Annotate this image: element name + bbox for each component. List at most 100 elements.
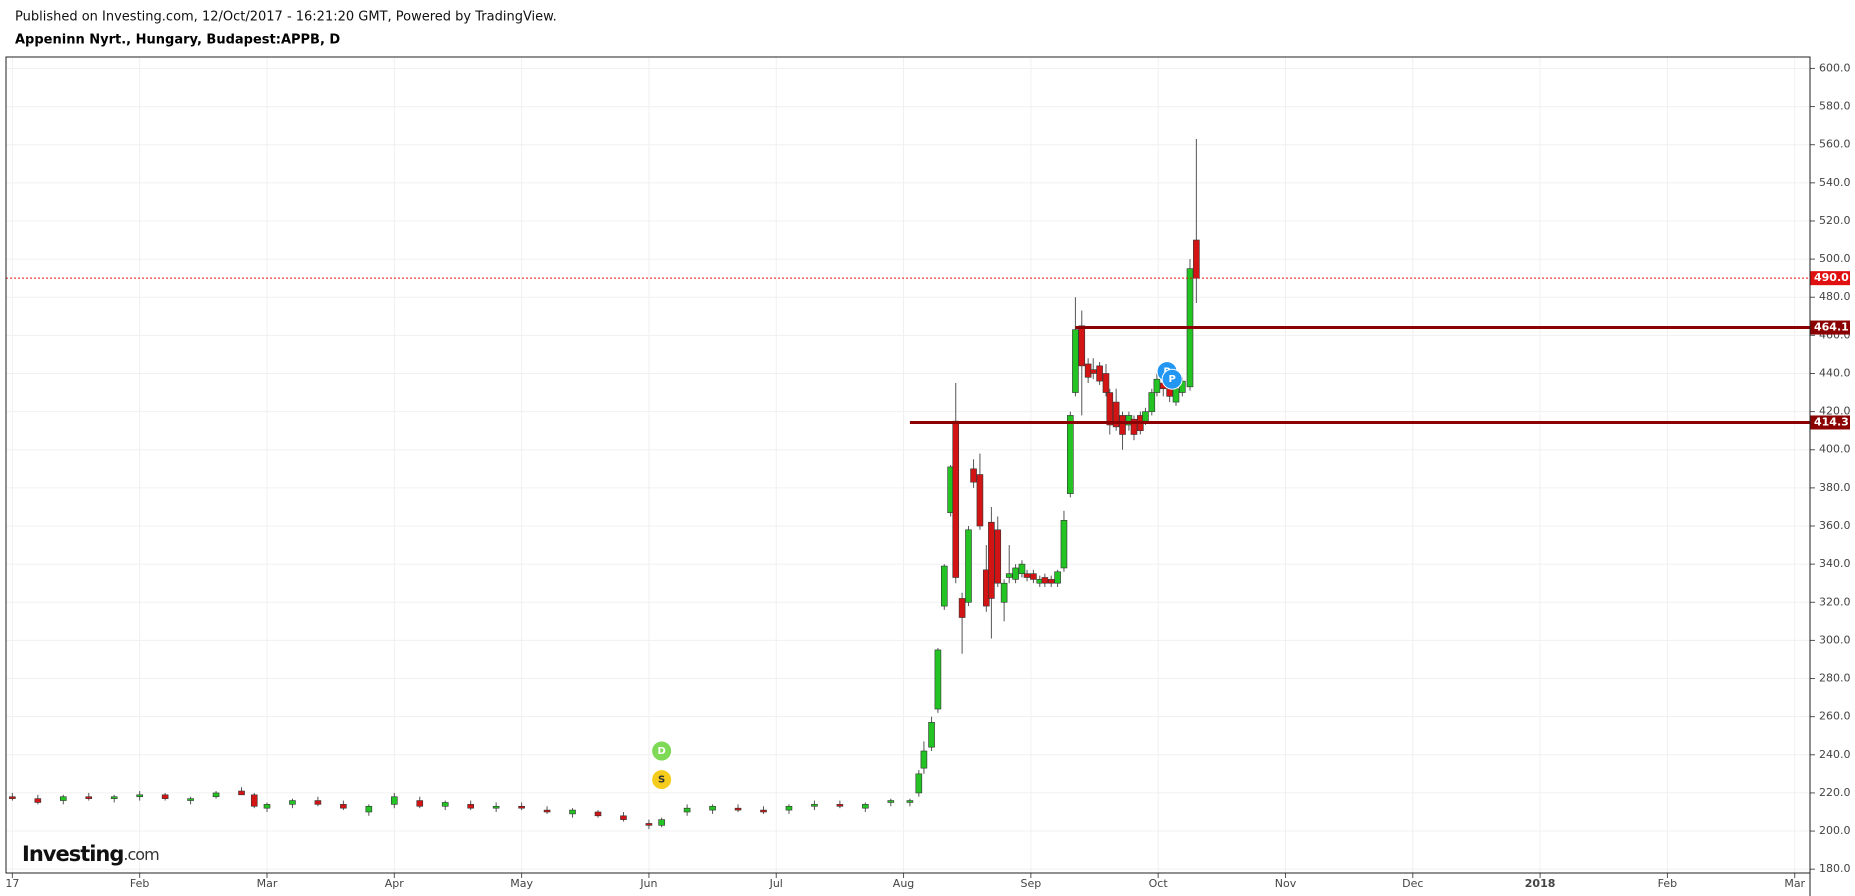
candle-body: [940, 565, 948, 607]
y-tick-label: 280.0: [1819, 672, 1851, 685]
candle-body: [785, 805, 793, 811]
event-label: S: [658, 775, 665, 786]
candle-body: [1193, 239, 1200, 279]
y-tick-label: 220.0: [1819, 786, 1851, 799]
candle-body: [365, 805, 373, 813]
candle-body: [1148, 392, 1156, 412]
candle-body: [976, 474, 984, 527]
y-tick-label: 200.0: [1819, 824, 1851, 837]
candle-body: [1060, 519, 1068, 569]
candle-body: [314, 800, 322, 805]
y-tick-label: 360.0: [1819, 519, 1851, 532]
candle-body: [416, 800, 424, 807]
y-tick-label: 260.0: [1819, 710, 1851, 723]
candle-body: [390, 796, 398, 805]
candle-body: [1153, 378, 1161, 393]
y-tick-label: 400.0: [1819, 443, 1851, 456]
candle-body: [136, 794, 143, 798]
candle-body: [467, 804, 474, 809]
candle-body: [952, 420, 960, 578]
x-tick-label: Nov: [1275, 877, 1297, 890]
x-tick-label: Jun: [639, 877, 657, 890]
x-tick-label: Jul: [769, 877, 783, 890]
y-tick-label: 240.0: [1819, 748, 1851, 761]
candle-body: [85, 796, 93, 799]
chart-title: Appeninn Nyrt., Hungary, Budapest:APPB, …: [15, 33, 340, 48]
logo-suffix: .com: [123, 845, 159, 864]
candle-body: [569, 809, 576, 815]
candle-body: [915, 773, 923, 794]
candle-body: [862, 804, 869, 809]
candle-body: [709, 805, 716, 811]
candle-body: [34, 798, 42, 803]
candle-body: [9, 796, 16, 799]
candle-body: [110, 796, 118, 799]
y-tick-label: 580.0: [1819, 100, 1851, 113]
candle-body: [734, 807, 742, 811]
candle-body: [1041, 577, 1049, 584]
candle-body: [811, 804, 818, 807]
candle-body: [928, 722, 935, 748]
candle-body: [59, 796, 67, 801]
x-tick-label: Sep: [1020, 877, 1041, 890]
x-tick-label: Aug: [893, 877, 914, 890]
candle-body: [1047, 579, 1055, 584]
x-tick-label: 2018: [1525, 877, 1556, 890]
y-tick-label: 180.0: [1819, 862, 1851, 875]
y-tick-label: 520.0: [1819, 214, 1851, 227]
event-label: D: [657, 746, 665, 757]
candle-body: [238, 790, 245, 796]
candle-body: [187, 798, 194, 801]
x-tick-label: Feb: [1658, 877, 1677, 890]
x-tick-label: Mar: [1784, 877, 1805, 890]
candle-body: [1030, 573, 1037, 580]
logo: Investing.com: [22, 842, 159, 866]
candle-body: [1067, 415, 1074, 494]
candle-body: [161, 794, 169, 799]
y-tick-label: 500.0: [1819, 252, 1851, 265]
plot-border: [5, 56, 1811, 874]
candle-body: [887, 800, 895, 803]
price-label: 414.3: [1814, 415, 1849, 428]
candle-body: [994, 529, 1002, 584]
candle-body: [988, 521, 995, 599]
x-tick-label: Apr: [385, 877, 405, 890]
candle-body: [906, 800, 914, 803]
y-tick-label: 440.0: [1819, 366, 1851, 379]
candle-body: [263, 804, 271, 809]
price-label-box: [1810, 320, 1850, 335]
candle-body: [934, 649, 942, 710]
candle-body: [620, 815, 627, 820]
candle-body: [1005, 573, 1013, 578]
candle-body: [965, 529, 972, 603]
candle-body: [518, 805, 525, 809]
candle-body: [760, 809, 767, 813]
candle-body: [645, 823, 653, 826]
y-tick-label: 300.0: [1819, 633, 1851, 646]
candle-body: [1102, 373, 1110, 393]
candle-body: [1172, 388, 1180, 403]
event-marker: [651, 740, 673, 762]
y-tick-label: 560.0: [1819, 138, 1851, 151]
logo-brand: Investing: [22, 842, 123, 866]
x-tick-label: Oct: [1149, 877, 1169, 890]
candle-body: [594, 811, 602, 817]
candle-body: [543, 809, 551, 813]
candle-body: [836, 804, 844, 807]
y-tick-label: 380.0: [1819, 481, 1851, 494]
candle-body: [1023, 573, 1031, 578]
x-tick-label: 17: [5, 877, 19, 890]
y-tick-label: 540.0: [1819, 176, 1851, 189]
price-label-box: [1810, 415, 1850, 430]
candle-body: [1096, 365, 1103, 382]
candle-body: [1012, 567, 1019, 580]
price-label: 490.0: [1814, 271, 1849, 284]
published-note: Published on Investing.com, 12/Oct/2017 …: [15, 10, 557, 25]
candle-body: [441, 802, 449, 807]
y-tick-label: 420.0: [1819, 405, 1851, 418]
x-tick-label: Mar: [257, 877, 278, 890]
price-label: 464.1: [1814, 321, 1849, 334]
candle-body: [1142, 411, 1149, 422]
